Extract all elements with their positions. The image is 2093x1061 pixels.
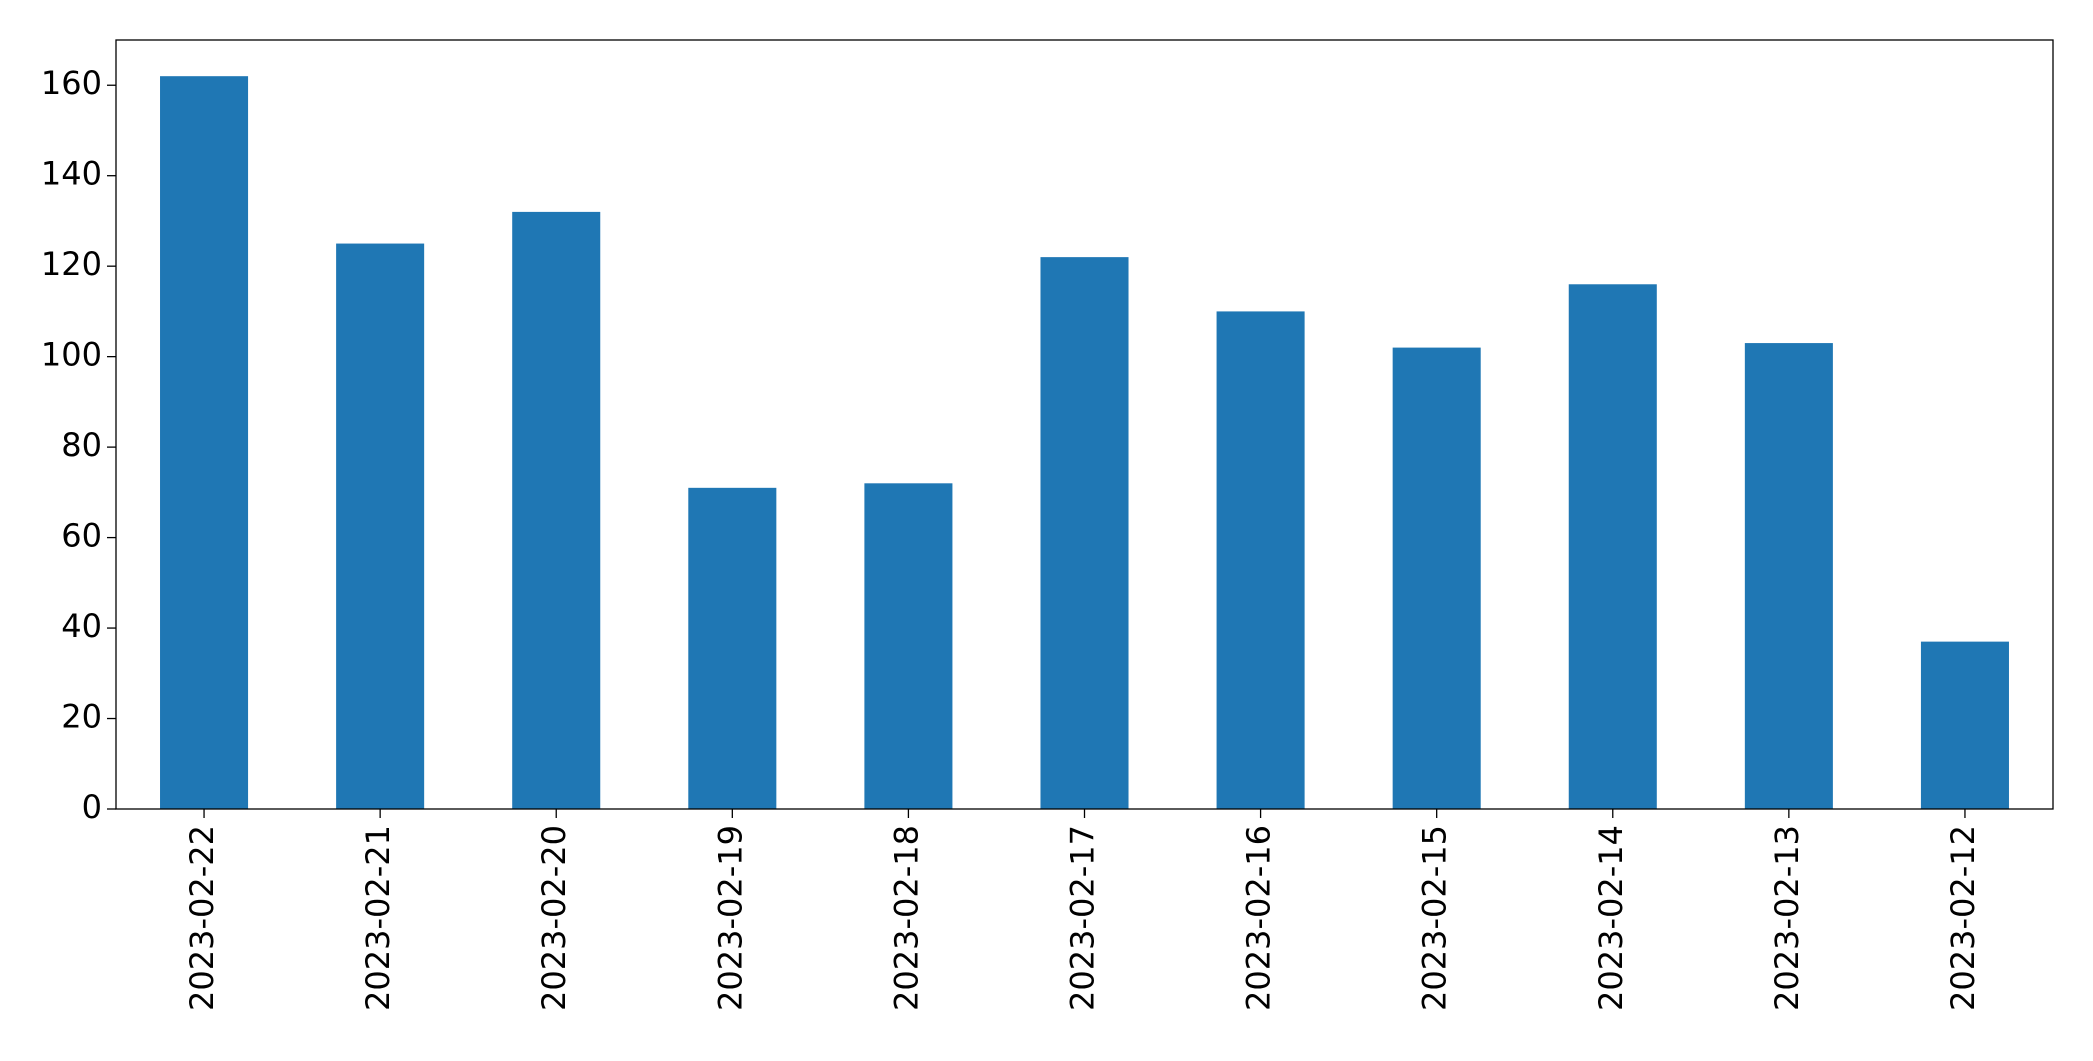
bar [160, 76, 249, 809]
y-tick-label: 140 [41, 155, 102, 193]
x-tick-label: 2023-02-12 [1944, 825, 1982, 1011]
bar [1568, 284, 1657, 809]
x-tick-label: 2023-02-14 [1592, 825, 1630, 1011]
x-tick-label: 2023-02-17 [1064, 825, 1102, 1011]
bar [1216, 311, 1305, 809]
x-tick-label: 2023-02-20 [535, 825, 573, 1011]
plot-frame [115, 39, 2054, 810]
y-tick-label: 40 [61, 607, 102, 645]
bar [336, 243, 425, 809]
x-tick-label: 2023-02-13 [1768, 825, 1806, 1011]
y-tick-label: 120 [41, 245, 102, 283]
bar [1920, 641, 2009, 809]
y-tick-label: 60 [61, 517, 102, 555]
bar [864, 483, 953, 809]
x-tick-label: 2023-02-19 [711, 825, 749, 1011]
bar [512, 211, 601, 810]
y-tick-label: 0 [82, 788, 102, 826]
bar [688, 487, 777, 809]
x-tick-label: 2023-02-16 [1240, 825, 1278, 1011]
y-tick-label: 100 [41, 336, 102, 374]
y-tick-label: 80 [61, 426, 102, 464]
x-tick-label: 2023-02-18 [887, 825, 925, 1011]
bar [1392, 347, 1481, 809]
x-tick-label: 2023-02-22 [183, 825, 221, 1011]
bar [1744, 343, 1833, 809]
bar [1040, 257, 1129, 810]
x-tick-label: 2023-02-21 [359, 825, 397, 1011]
y-tick-label: 160 [41, 64, 102, 102]
y-tick-label: 20 [61, 698, 102, 736]
x-tick-label: 2023-02-15 [1416, 825, 1454, 1011]
